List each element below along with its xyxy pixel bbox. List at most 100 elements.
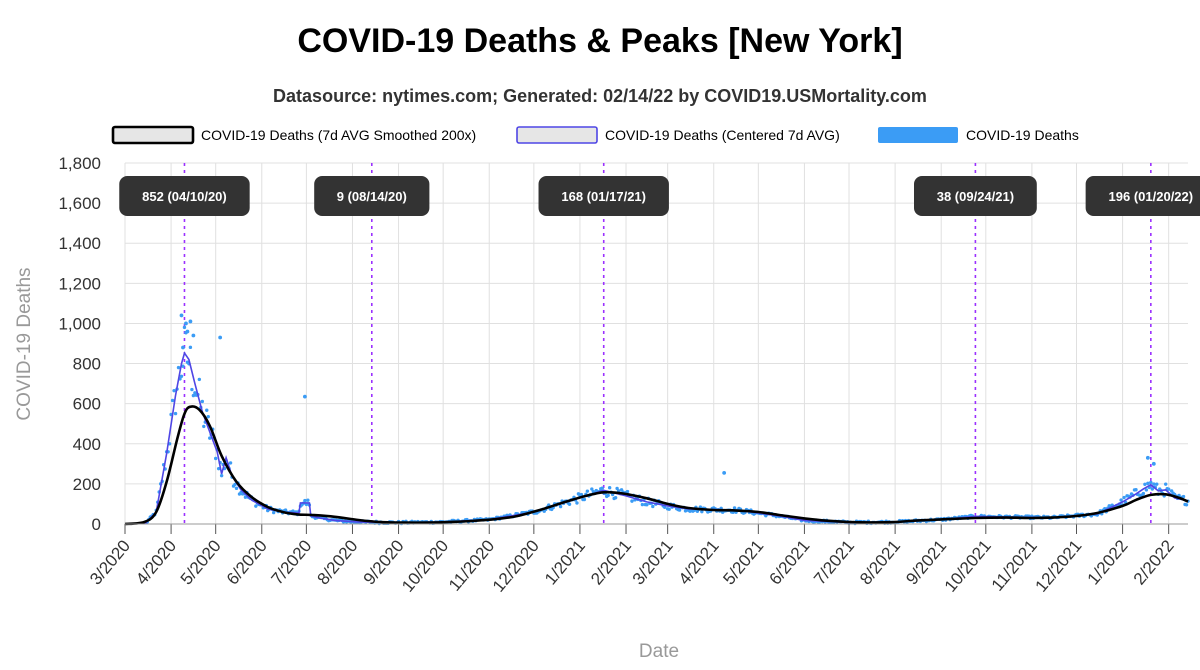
death-point [1134,488,1138,492]
death-point [1119,498,1123,502]
death-point [1144,488,1149,492]
x-tick-label: 4/2020 [132,536,180,588]
x-tick-label: 4/2021 [675,536,723,588]
x-tick-label: 12/2020 [489,536,543,595]
death-point [585,489,590,493]
x-tick-label: 2/2021 [587,536,635,588]
death-point [722,470,727,475]
x-axis-title: Date [639,641,679,662]
death-point [1181,494,1186,499]
death-point [170,398,175,403]
death-point [651,504,655,509]
death-point [184,321,188,326]
x-tick-label: 6/2021 [766,536,814,588]
death-point [1152,482,1156,486]
death-point [216,466,221,471]
x-tick-label: 3/2021 [629,536,677,588]
death-point [190,387,194,392]
death-point [233,482,237,487]
legend-label: COVID-19 Deaths (7d AVG Smoothed 200x) [201,127,476,143]
death-point [206,414,210,419]
x-tick-label: 3/2020 [86,536,134,588]
x-tick-label: 7/2021 [810,536,858,588]
smoothed-avg-line [124,405,1189,526]
death-point [197,377,202,382]
grid [124,162,1188,525]
death-point [640,502,645,507]
death-point [176,365,181,370]
death-point [645,502,649,507]
y-tick-label: 600 [73,395,101,414]
death-point [1184,503,1189,507]
death-point [700,509,704,514]
x-tick-label: 5/2020 [177,536,225,588]
death-point [213,456,218,461]
death-point [172,388,176,393]
x-tick-label: 2/2022 [1130,536,1178,588]
death-point [200,399,205,404]
death-point [1143,482,1147,486]
death-point [302,394,307,399]
y-tick-label: 1,600 [58,194,101,213]
x-tick-label: 12/2021 [1032,536,1086,595]
death-point [677,508,682,512]
death-point [606,493,610,498]
y-tick-label: 1,200 [58,274,101,293]
death-point [1151,461,1156,466]
y-tick-label: 0 [92,515,101,534]
death-point [205,408,209,412]
deaths-points [144,313,1190,526]
peak-label-box [119,176,250,216]
death-point [1166,487,1171,491]
death-point [234,486,239,491]
death-point [1122,495,1126,500]
y-tick-label: 200 [73,475,101,494]
peak-labels: 852 (04/10/20) 9 (08/14/20) 168 (01/17/21)… [119,176,1200,216]
death-point [179,313,184,318]
death-point [219,473,224,478]
death-point [662,505,667,509]
death-point [191,333,196,338]
legend-swatch [111,125,195,145]
death-point [218,335,223,340]
x-tick-label: 10/2020 [398,536,452,595]
death-point [188,345,193,350]
death-point [188,319,193,324]
death-point [579,492,584,497]
death-point [1145,455,1150,460]
y-tick-label: 800 [73,355,101,374]
legend-swatch [878,127,958,143]
y-tick-label: 1,800 [58,154,101,173]
death-point [271,510,276,515]
peak-label: 196 (01/20/22) [1109,189,1194,204]
peak-label-box [538,176,669,216]
peak-label: 168 (01/17/21) [561,189,646,204]
death-point [1155,482,1159,486]
x-tick-label: 1/2022 [1084,536,1132,588]
x-tick-label: 7/2020 [267,536,315,588]
centered-avg-line [124,351,1189,525]
x-tick-label: 10/2021 [941,536,995,595]
legend: COVID-19 Deaths (7d AVG Smoothed 200x) CO… [111,125,1079,145]
death-point [202,424,206,429]
peak-label-box [314,176,430,216]
death-point [179,374,184,379]
death-point [1149,480,1153,485]
peak-label: 9 (08/14/20) [337,189,407,204]
death-point [185,329,190,334]
x-tick-label: 5/2021 [719,536,767,588]
death-point [582,497,587,502]
death-point [1141,491,1146,496]
legend-label: COVID-19 Deaths [966,127,1079,143]
x-tick-label: 8/2020 [314,536,362,588]
series-lines [124,351,1189,526]
death-point [630,499,634,503]
death-point [607,486,612,490]
death-point [667,507,671,511]
death-point [1146,481,1150,486]
death-point [191,393,196,398]
death-point [1150,487,1155,491]
chart-subtitle: Datasource: nytimes.com; Generated: 02/1… [273,86,927,106]
x-tick-label: 8/2021 [856,536,904,588]
